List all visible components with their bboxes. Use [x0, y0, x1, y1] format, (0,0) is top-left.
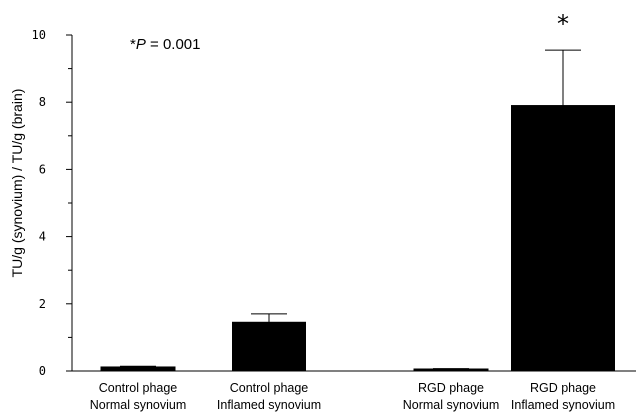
x-tick-label-line: Inflamed synovium: [217, 398, 321, 412]
x-tick-label-line: Inflamed synovium: [511, 398, 615, 412]
x-tick-label-line: RGD phage: [418, 381, 484, 395]
x-tick-label-line: RGD phage: [530, 381, 596, 395]
bar: [511, 105, 615, 372]
p-value-annotation: *P = 0.001: [130, 36, 201, 53]
y-tick-label: 6: [39, 162, 46, 176]
y-axis: 0 2 4 6 8 10: [32, 28, 73, 378]
p-value-text: = 0.001: [146, 36, 201, 53]
y-tick-label: 10: [32, 28, 46, 42]
error-bars: [120, 49, 581, 370]
y-tick-label: 8: [39, 95, 46, 109]
x-tick-label: Control phage Normal synovium: [90, 381, 187, 412]
significance-star: *: [557, 10, 569, 38]
bar: [100, 366, 176, 372]
y-tick-label: 0: [39, 364, 46, 378]
bar: [413, 368, 489, 372]
y-tick-label: 4: [39, 230, 46, 244]
x-tick-label-line: Control phage: [230, 381, 309, 395]
x-tick-label: RGD phage Inflamed synovium: [511, 381, 615, 412]
x-tick-label-line: Normal synovium: [90, 398, 187, 412]
y-tick-label: 2: [39, 297, 46, 311]
x-tick-label-line: Normal synovium: [403, 398, 500, 412]
y-axis-label: TU/g (synovium) / TU/g (brain): [9, 89, 25, 278]
x-tick-label-line: Control phage: [99, 381, 178, 395]
bars: [100, 105, 615, 372]
bar: [232, 321, 306, 372]
x-tick-label: RGD phage Normal synovium: [403, 381, 500, 412]
p-value-asterisk: *: [130, 36, 136, 53]
x-tick-label: Control phage Inflamed synovium: [217, 381, 321, 412]
p-value-symbol: P: [136, 36, 146, 53]
